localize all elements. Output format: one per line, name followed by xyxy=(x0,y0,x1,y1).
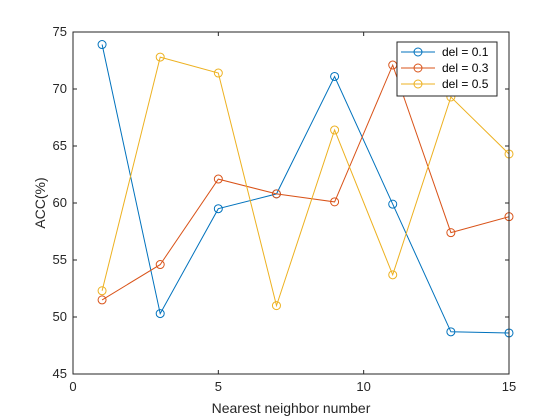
x-axis-label: Nearest neighbor number xyxy=(212,400,371,416)
y-tick-label: 65 xyxy=(53,138,67,153)
data-point xyxy=(213,68,223,78)
y-tick-label: 55 xyxy=(53,252,67,267)
legend-marker xyxy=(413,47,423,57)
x-tick-label: 5 xyxy=(215,379,222,394)
x-tick-label: 10 xyxy=(356,379,370,394)
data-point xyxy=(271,189,281,199)
legend-marker xyxy=(413,79,423,89)
data-point xyxy=(446,327,456,337)
x-tick-label: 15 xyxy=(502,379,516,394)
data-point xyxy=(155,309,165,319)
data-point xyxy=(271,301,281,311)
data-point xyxy=(97,295,107,305)
legend-label: del = 0.5 xyxy=(442,77,489,91)
series-line-2 xyxy=(101,63,510,301)
series-line-3 xyxy=(101,56,510,308)
y-tick-label: 60 xyxy=(53,195,67,210)
data-point xyxy=(446,228,456,238)
data-point xyxy=(213,174,223,184)
data-point xyxy=(330,71,340,81)
data-point xyxy=(213,204,223,214)
x-tick-label: 0 xyxy=(69,379,76,394)
legend-marker xyxy=(413,63,423,73)
y-tick-label: 70 xyxy=(53,81,67,96)
axes-layer: 0 5 10 15 45 50 55 60 65 70 75 xyxy=(53,24,517,394)
data-point xyxy=(330,125,340,135)
data-point xyxy=(388,199,398,209)
y-tick-label: 75 xyxy=(53,24,67,39)
y-tick-label: 45 xyxy=(53,366,67,381)
data-point xyxy=(97,40,107,50)
legend-label: del = 0.1 xyxy=(442,45,489,59)
legend: del = 0.1 del = 0.3 del = 0.5 xyxy=(396,41,498,97)
data-point xyxy=(97,286,107,296)
legend-label: del = 0.3 xyxy=(442,61,489,75)
y-axis-label: ACC(%) xyxy=(32,177,48,228)
data-point xyxy=(330,197,340,207)
data-point xyxy=(388,270,398,280)
series-line-1 xyxy=(101,44,510,334)
data-point xyxy=(155,52,165,62)
data-point xyxy=(155,260,165,270)
y-tick-label: 50 xyxy=(53,309,67,324)
